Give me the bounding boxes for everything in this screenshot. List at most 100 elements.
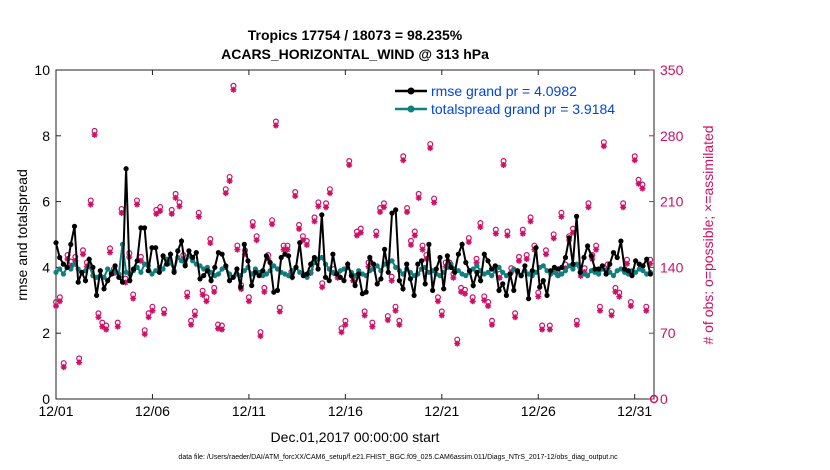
spread-point	[319, 254, 325, 261]
obs-assimilated-marker	[137, 257, 144, 264]
rmse-point	[496, 287, 502, 293]
rmse-point	[249, 282, 255, 289]
chart-title-line1: Tropics 17754 / 18073 = 98.235%	[248, 27, 463, 43]
obs-assimilated-marker	[157, 208, 164, 215]
obs-assimilated-marker	[527, 218, 534, 225]
rmse-point	[112, 263, 118, 269]
rmse-point	[452, 269, 458, 275]
rmse-point	[101, 286, 107, 292]
obs-assimilated-marker	[323, 204, 330, 211]
rmse-point	[607, 261, 613, 267]
obs-assimilated-marker	[188, 321, 195, 328]
x-axis: 12/01 12/06 12/11 12/16 12/21 12/26 12/31	[38, 70, 652, 419]
y-left-tick-label: 4	[42, 259, 50, 275]
rmse-point	[511, 287, 517, 293]
rmse-point	[367, 254, 373, 261]
obs-assimilated-marker	[234, 246, 241, 253]
obs-assimilated-marker	[249, 223, 256, 230]
rmse-point	[540, 278, 546, 284]
rmse-point	[378, 276, 384, 282]
obs-assimilated-marker	[357, 229, 364, 236]
obs-assimilated-marker	[99, 323, 106, 330]
rmse-point	[260, 268, 266, 274]
obs-assimilated-marker	[558, 213, 565, 220]
obs-assimilated-marker	[203, 298, 210, 305]
rmse-point	[97, 268, 103, 274]
obs-assimilated-marker	[631, 157, 638, 164]
rmse-point	[415, 261, 421, 267]
y-axis-right-label: # of obs: o=possible; ×=assimilated	[700, 125, 716, 344]
rmse-point	[522, 263, 528, 269]
obs-assimilated-marker	[427, 145, 434, 152]
rmse-point	[334, 271, 340, 277]
rmse-point	[263, 253, 269, 259]
obs-assimilated-marker	[612, 288, 619, 295]
rmse-point	[422, 281, 428, 287]
spread-point	[540, 263, 546, 269]
rmse-point	[311, 254, 317, 261]
obs-assimilated-marker	[496, 274, 503, 281]
rmse-point	[315, 266, 321, 272]
obs-assimilated-marker	[299, 237, 306, 244]
rmse-point	[238, 284, 244, 290]
spread-point	[215, 271, 221, 277]
obs-assimilated-marker	[80, 251, 87, 258]
legend-box	[390, 78, 650, 118]
rmse-point	[481, 251, 487, 257]
obs-assimilated-marker	[218, 326, 225, 333]
spread-point	[559, 271, 565, 277]
obs-assimilated-marker	[542, 251, 549, 258]
spread-point	[389, 258, 395, 264]
rmse-point	[474, 269, 480, 275]
obs-assimilated-marker	[535, 293, 542, 300]
rmse-point	[145, 268, 151, 274]
obs-assimilated-marker	[465, 239, 472, 246]
obs-assimilated-marker	[569, 229, 576, 236]
rmse-point	[186, 248, 192, 254]
obs-assimilated-marker	[461, 290, 468, 297]
obs-assimilated-marker	[280, 246, 287, 253]
rmse-point	[175, 248, 181, 254]
legend: rmse grand pr = 4.0982 totalspread grand…	[390, 78, 650, 118]
rmse-series	[53, 166, 654, 302]
spread-point	[393, 264, 399, 270]
obs-assimilated-marker	[500, 162, 507, 168]
rmse-point	[230, 274, 236, 280]
y-right-tick-label: 210	[660, 194, 684, 210]
obs-assimilated-marker	[319, 284, 326, 291]
obs-assimilated-marker	[242, 251, 249, 258]
spread-point	[585, 273, 591, 279]
obs-assimilated-marker	[504, 232, 511, 239]
rmse-point	[393, 207, 399, 213]
obs-assimilated-marker	[195, 213, 202, 220]
rmse-point	[252, 269, 258, 275]
rmse-point	[193, 250, 199, 256]
rmse-point	[142, 225, 148, 231]
obs-assimilated-marker	[130, 295, 137, 302]
obs-assimilated-marker	[623, 260, 630, 267]
rmse-point	[570, 261, 576, 267]
obs-assimilated-marker	[56, 298, 63, 305]
spread-point	[53, 269, 59, 275]
rmse-point	[256, 273, 262, 279]
spread-point	[500, 269, 506, 275]
rmse-point	[581, 254, 587, 261]
obs-assimilated-marker	[184, 293, 191, 300]
x-tick-label: 12/11	[232, 403, 266, 419]
rmse-point	[71, 223, 78, 229]
obs-assimilated-marker	[539, 326, 546, 333]
spread-point	[618, 266, 624, 272]
rmse-point	[559, 264, 565, 270]
obs-assimilated-marker	[107, 249, 114, 256]
rmse-point	[614, 254, 620, 261]
spread-point	[544, 268, 550, 274]
obs-assimilated-marker	[149, 307, 156, 314]
rmse-point	[585, 243, 591, 249]
obs-assimilated-marker	[114, 323, 121, 330]
chart-title-line2: ACARS_HORIZONTAL_WIND @ 313 hPa	[221, 46, 489, 62]
rmse-point	[267, 259, 273, 266]
spread-point	[463, 273, 469, 279]
rmse-point	[448, 264, 454, 270]
obs-assimilated-marker	[226, 177, 233, 184]
rmse-point	[633, 258, 639, 264]
